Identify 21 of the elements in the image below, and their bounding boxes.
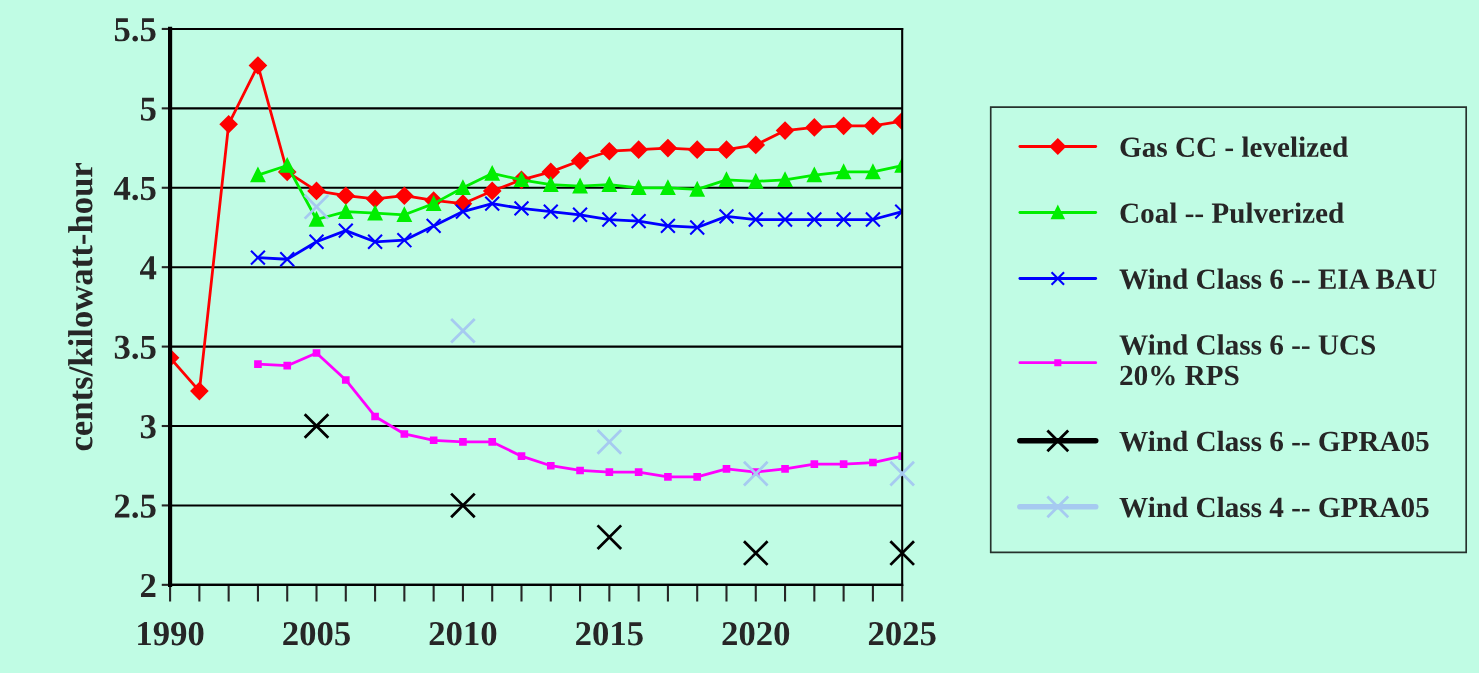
x-tick-label: 1990 <box>138 621 204 646</box>
legend-label: Coal -- Pulverized <box>1120 202 1344 224</box>
x-tick-label: 2020 <box>722 621 790 646</box>
legend-label: Wind Class 4 -- GPRA05 <box>1119 496 1429 518</box>
y-axis-title: cents/kilowatt-hour <box>68 162 93 451</box>
y-tick-label: 3.5 <box>114 335 156 360</box>
y-tick-label: 3 <box>140 415 156 439</box>
legend-label: Wind Class 6 -- GPRA05 <box>1119 430 1429 452</box>
y-tick-label: 5.5 <box>114 18 156 42</box>
x-tick-label: 2015 <box>576 621 643 646</box>
y-tick-label: 5 <box>140 97 156 121</box>
x-tick-label: 2005 <box>283 621 350 646</box>
legend-label: Gas CC - levelized <box>1120 136 1348 157</box>
y-tick-label: 2.5 <box>114 494 156 518</box>
y-tick-label: 2 <box>140 573 156 597</box>
x-tick-label: 2010 <box>429 621 497 646</box>
y-tick-label: 4.5 <box>113 176 156 201</box>
legend-label: Wind Class 6 -- UCS 20% RPS <box>1119 334 1375 386</box>
y-tick-label: 4 <box>140 256 157 280</box>
x-tick-label: 2025 <box>868 621 936 646</box>
legend-label: Wind Class 6 -- EIA BAU <box>1119 268 1437 290</box>
